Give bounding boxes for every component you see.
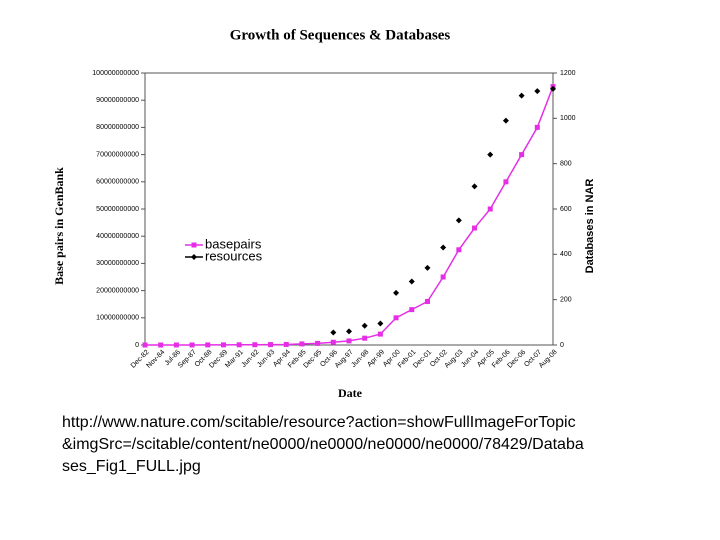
data-point — [315, 340, 321, 346]
data-point — [361, 322, 368, 329]
data-point — [158, 342, 164, 348]
data-point — [408, 278, 415, 285]
y-tick-label: 30000000000 — [96, 260, 139, 267]
data-point — [455, 217, 462, 224]
data-point — [346, 338, 352, 344]
caption-line: &imgSrc=/scitable/content/ne0000/ne0000/… — [62, 436, 584, 453]
data-point — [393, 289, 400, 296]
y-tick-label: 90000000000 — [96, 97, 139, 104]
data-point — [377, 331, 383, 337]
y2-tick-label: 400 — [560, 251, 572, 258]
data-point — [220, 342, 226, 348]
data-point — [142, 342, 148, 348]
data-point — [299, 341, 305, 347]
data-point — [205, 342, 211, 348]
y-tick-label: 100000000000 — [92, 70, 139, 77]
caption-line: http://www.nature.com/scitable/resource?… — [62, 414, 576, 431]
data-point — [534, 88, 541, 95]
data-point — [471, 183, 478, 190]
data-point — [189, 342, 195, 348]
series-line — [145, 86, 554, 346]
y2-tick-label: 600 — [560, 206, 572, 213]
y-tick-label: 20000000000 — [96, 287, 139, 294]
data-point — [346, 328, 352, 335]
y-tick-label: 0 — [135, 342, 139, 349]
chart: Growth of Sequences & Databases Date Bas… — [52, 27, 596, 400]
y-tick-label: 60000000000 — [96, 179, 139, 186]
y-axis-label: Base pairs in GenBank — [52, 167, 66, 285]
y2-axis-label: Databases in NAR — [584, 179, 596, 274]
y-tick-label: 70000000000 — [96, 151, 139, 158]
data-point — [330, 339, 336, 345]
data-point — [424, 298, 430, 304]
data-point — [487, 206, 493, 212]
data-point — [362, 335, 368, 341]
y2-tick-label: 800 — [560, 161, 572, 168]
data-point — [252, 342, 258, 348]
y-tick-label: 10000000000 — [96, 315, 139, 322]
data-point — [503, 179, 509, 185]
legend-label: basepairs — [205, 236, 262, 251]
legend-marker — [191, 242, 197, 248]
data-point — [519, 152, 525, 158]
x-axis-label: Date — [338, 386, 363, 400]
data-point — [409, 307, 415, 313]
y-tick-label: 40000000000 — [96, 233, 139, 240]
data-point — [456, 247, 462, 253]
data-point — [268, 342, 274, 348]
data-point — [377, 320, 384, 327]
caption-line: ses_Fig1_FULL.jpg — [62, 458, 201, 475]
legend-marker — [191, 254, 197, 260]
chart-title: Growth of Sequences & Databases — [230, 27, 451, 43]
y2-tick-label: 200 — [560, 297, 572, 304]
y2-tick-label: 1000 — [560, 115, 576, 122]
data-point — [236, 342, 242, 348]
y-tick-label: 80000000000 — [96, 124, 139, 131]
y-tick-label: 50000000000 — [96, 206, 139, 213]
data-point — [330, 329, 337, 336]
data-point — [440, 274, 446, 280]
data-point — [424, 264, 431, 271]
data-point — [472, 225, 478, 231]
data-point — [487, 151, 494, 158]
data-point — [534, 124, 540, 130]
data-point — [173, 342, 179, 348]
legend-label: resources — [205, 248, 263, 263]
y2-tick-label: 0 — [560, 342, 564, 349]
y2-tick-label: 1200 — [560, 70, 576, 77]
data-point — [393, 315, 399, 321]
data-point — [550, 85, 556, 92]
data-point — [283, 341, 289, 347]
data-point — [502, 117, 509, 124]
data-point — [440, 244, 447, 251]
data-point — [518, 92, 525, 99]
